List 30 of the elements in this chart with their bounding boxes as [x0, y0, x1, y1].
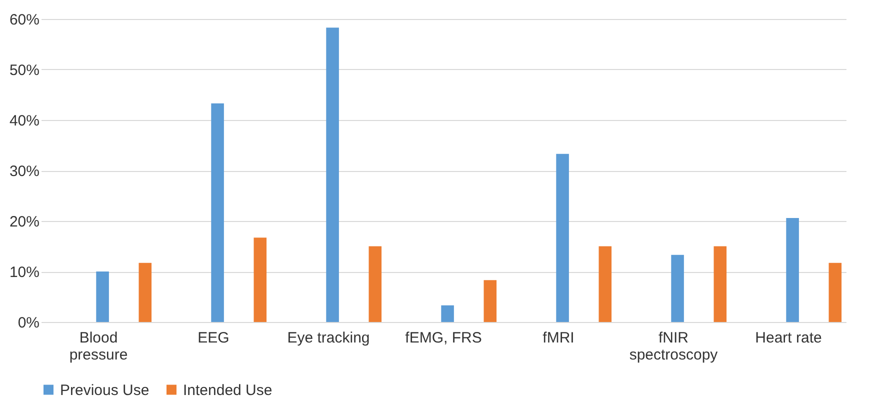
- x-tick-label: fNIR spectroscopy: [629, 330, 718, 364]
- bar: [254, 238, 267, 322]
- y-tick-label: 50%: [9, 62, 40, 79]
- bar: [441, 305, 454, 322]
- legend-label: Previous Use: [60, 382, 150, 399]
- legend-label: Intended Use: [183, 382, 272, 399]
- bar: [828, 262, 842, 322]
- y-tick-label: 10%: [9, 264, 40, 281]
- x-tick-label: Eye tracking: [287, 330, 370, 346]
- x-tick-label: fEMG, FRS: [405, 330, 482, 346]
- x-tick-label: EEG: [198, 330, 230, 346]
- bar: [598, 246, 612, 322]
- x-tick-label: Heart rate: [755, 330, 822, 346]
- bar: [326, 28, 339, 322]
- y-tick-label: 40%: [9, 112, 40, 130]
- bar: [786, 218, 799, 322]
- bar: [556, 154, 569, 322]
- y-tick-label: 30%: [9, 163, 40, 180]
- y-tick-label: 0%: [18, 314, 40, 332]
- bar: [211, 103, 224, 322]
- y-tick-label: 60%: [9, 12, 40, 28]
- bar: [484, 280, 497, 322]
- x-tick-label: Blood pressure: [69, 330, 128, 364]
- bar: [138, 262, 152, 322]
- bar: [96, 272, 109, 322]
- x-tick-label: fMRI: [542, 330, 574, 346]
- y-tick-label: 20%: [9, 214, 40, 230]
- bar: [368, 246, 382, 322]
- bar: [714, 246, 727, 322]
- bar: [671, 254, 684, 322]
